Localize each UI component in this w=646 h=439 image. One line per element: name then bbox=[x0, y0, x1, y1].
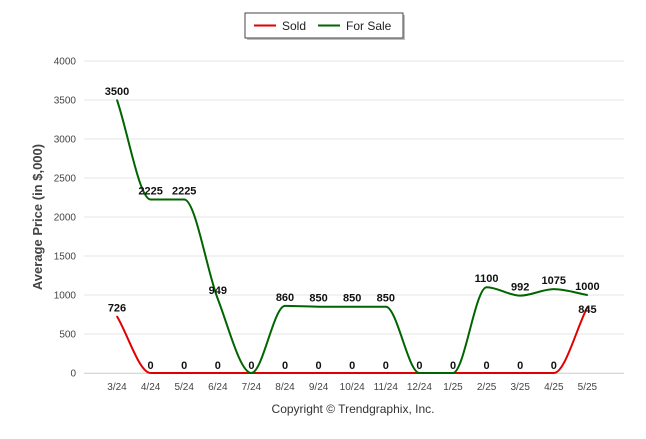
x-tick-label: 7/24 bbox=[242, 382, 262, 393]
data-point-sold bbox=[485, 372, 488, 374]
data-point-sold bbox=[317, 372, 320, 374]
data-point-sold bbox=[217, 372, 219, 374]
legend-label-for-sale: For Sale bbox=[346, 19, 392, 33]
data-label-for-sale: 860 bbox=[276, 292, 294, 304]
x-tick-label: 3/25 bbox=[510, 382, 530, 393]
data-label-sold: 0 bbox=[484, 360, 490, 372]
data-label-for-sale: 3500 bbox=[105, 86, 129, 98]
data-point-for-sale bbox=[519, 294, 521, 297]
y-tick-label: 1500 bbox=[54, 252, 77, 263]
x-tick-label: 4/24 bbox=[141, 382, 161, 393]
data-point-sold bbox=[385, 372, 387, 374]
data-point-sold bbox=[586, 306, 589, 308]
data-point-for-sale bbox=[586, 294, 589, 296]
x-tick-label: 2/25 bbox=[477, 382, 497, 393]
data-label-for-sale: 1100 bbox=[475, 273, 499, 285]
x-tick-label: 12/24 bbox=[407, 382, 432, 393]
data-point-sold bbox=[149, 372, 152, 374]
series-line-for-sale bbox=[116, 99, 588, 374]
x-tick-label: 1/25 bbox=[443, 382, 463, 393]
x-tick-label: 4/25 bbox=[544, 382, 564, 393]
data-label-sold: 0 bbox=[282, 360, 288, 372]
data-label-sold: 0 bbox=[215, 360, 221, 372]
x-tick-label: 8/24 bbox=[275, 382, 295, 393]
data-point-for-sale bbox=[250, 372, 253, 374]
legend: Sold For Sale bbox=[244, 12, 405, 40]
y-axis-title: Average Price (in $,000) bbox=[30, 144, 45, 290]
series-layer bbox=[116, 99, 589, 374]
x-tick-label: 3/24 bbox=[107, 382, 127, 393]
y-tick-label: 3000 bbox=[54, 135, 77, 146]
data-point-sold bbox=[284, 372, 286, 374]
x-tick-label: 6/24 bbox=[208, 382, 228, 393]
data-point-for-sale bbox=[284, 305, 286, 307]
data-label-sold: 0 bbox=[383, 360, 389, 372]
data-label-for-sale: 0 bbox=[248, 360, 254, 372]
data-point-for-sale bbox=[149, 198, 152, 201]
data-point-for-sale bbox=[553, 288, 555, 290]
x-tick-label: 5/25 bbox=[578, 382, 598, 393]
data-label-sold: 0 bbox=[148, 360, 154, 372]
data-label-for-sale: 1000 bbox=[575, 281, 599, 293]
data-label-for-sale: 949 bbox=[209, 285, 227, 297]
data-point-for-sale bbox=[385, 305, 387, 308]
data-point-sold bbox=[553, 372, 555, 374]
data-point-for-sale bbox=[351, 305, 354, 308]
x-tick-label: 10/24 bbox=[340, 382, 365, 393]
data-point-sold bbox=[116, 315, 118, 318]
data-label-sold: 0 bbox=[551, 360, 557, 372]
data-label-for-sale: 0 bbox=[416, 360, 422, 372]
x-tick-label: 9/24 bbox=[309, 382, 329, 393]
data-point-for-sale bbox=[116, 99, 118, 101]
y-tick-label: 1000 bbox=[54, 291, 77, 302]
data-label-for-sale: 850 bbox=[309, 293, 327, 305]
data-label-sold: 0 bbox=[349, 360, 355, 372]
y-tick-label: 3500 bbox=[54, 96, 77, 107]
legend-label-sold: Sold bbox=[282, 19, 306, 33]
y-tick-label: 0 bbox=[70, 369, 76, 380]
data-point-for-sale bbox=[183, 198, 185, 201]
data-point-for-sale bbox=[452, 372, 454, 374]
grid-layer bbox=[84, 60, 624, 374]
y-tick-label: 2500 bbox=[54, 174, 77, 185]
data-label-layer: 3500 2225 2225 949 0 860 850 850 850 0 0 1100 992 107… bbox=[105, 86, 600, 372]
copyright-footer: Copyright © Trendgraphix, Inc. bbox=[272, 402, 435, 416]
data-point-sold bbox=[351, 372, 354, 374]
data-label-for-sale: 850 bbox=[377, 293, 395, 305]
data-label-for-sale: 0 bbox=[450, 360, 456, 372]
data-point-for-sale bbox=[317, 305, 320, 308]
data-label-sold: 0 bbox=[181, 360, 187, 372]
data-point-sold bbox=[183, 372, 185, 374]
data-label-sold: 0 bbox=[517, 360, 523, 372]
y-tick-label: 500 bbox=[59, 330, 76, 341]
data-label-for-sale: 2225 bbox=[138, 185, 162, 197]
data-point-for-sale bbox=[217, 298, 219, 300]
data-label-for-sale: 992 bbox=[511, 282, 529, 294]
data-point-sold bbox=[519, 372, 521, 374]
axis-layer: 0 500 1000 1500 2000 2500 3000 3500 4000 3/24 4/24… bbox=[54, 57, 624, 393]
data-point-for-sale bbox=[485, 286, 488, 289]
data-label-for-sale: 1075 bbox=[542, 275, 566, 287]
data-label-for-sale: 850 bbox=[343, 293, 361, 305]
y-tick-label: 2000 bbox=[54, 213, 77, 224]
x-tick-label: 11/24 bbox=[374, 382, 399, 393]
data-label-for-sale: 2225 bbox=[172, 185, 196, 197]
x-tick-label: 5/24 bbox=[174, 382, 194, 393]
data-label-sold: 0 bbox=[316, 360, 322, 372]
data-point-for-sale bbox=[418, 372, 421, 374]
data-label-sold: 726 bbox=[108, 302, 126, 314]
y-tick-label: 4000 bbox=[54, 57, 77, 68]
data-label-sold: 845 bbox=[578, 304, 596, 316]
